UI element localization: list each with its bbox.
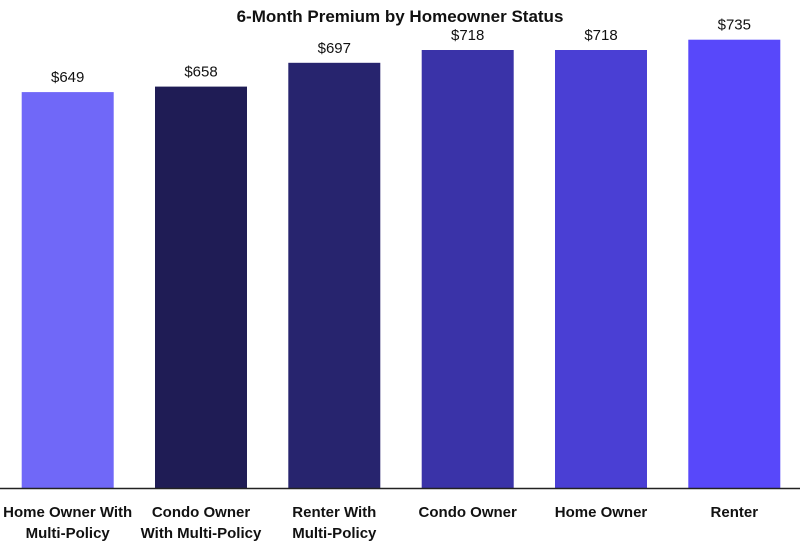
category-label: Renter With Multi-Policy [292, 504, 377, 542]
category-label-line: With Multi-Policy [141, 525, 262, 542]
bars-group [21, 39, 781, 489]
value-label: $718 [451, 27, 484, 44]
category-label: Home Owner With Multi-Policy [3, 504, 132, 542]
category-label: Home Owner [555, 504, 648, 521]
category-label: Condo Owner With Multi-Policy [141, 504, 262, 542]
value-labels-group: $649 $658 $697 $718 $718 $735 [51, 17, 751, 86]
category-label-line: Multi-Policy [26, 525, 111, 542]
value-label: $658 [184, 64, 217, 81]
category-label: Renter [711, 504, 759, 521]
value-label: $697 [318, 40, 351, 57]
category-label-line: Renter [711, 504, 759, 521]
value-label: $718 [584, 27, 617, 44]
category-label-line: Renter With [292, 504, 376, 521]
value-label: $735 [718, 17, 751, 34]
bar [688, 39, 781, 488]
category-label: Condo Owner [419, 504, 517, 521]
bar [21, 92, 114, 488]
category-label-line: Home Owner With [3, 504, 132, 521]
chart-title: 6-Month Premium by Homeowner Status [237, 7, 564, 26]
category-labels-group: Home Owner With Multi-Policy Condo Owner Wi… [3, 504, 758, 542]
value-label: $649 [51, 69, 84, 86]
category-label-line: Condo Owner [152, 504, 250, 521]
category-label-line: Condo Owner [419, 504, 517, 521]
bar [555, 50, 647, 488]
bar [155, 86, 247, 488]
category-label-line: Home Owner [555, 504, 648, 521]
bar [421, 50, 514, 488]
category-label-line: Multi-Policy [292, 525, 377, 542]
bar [288, 62, 381, 489]
